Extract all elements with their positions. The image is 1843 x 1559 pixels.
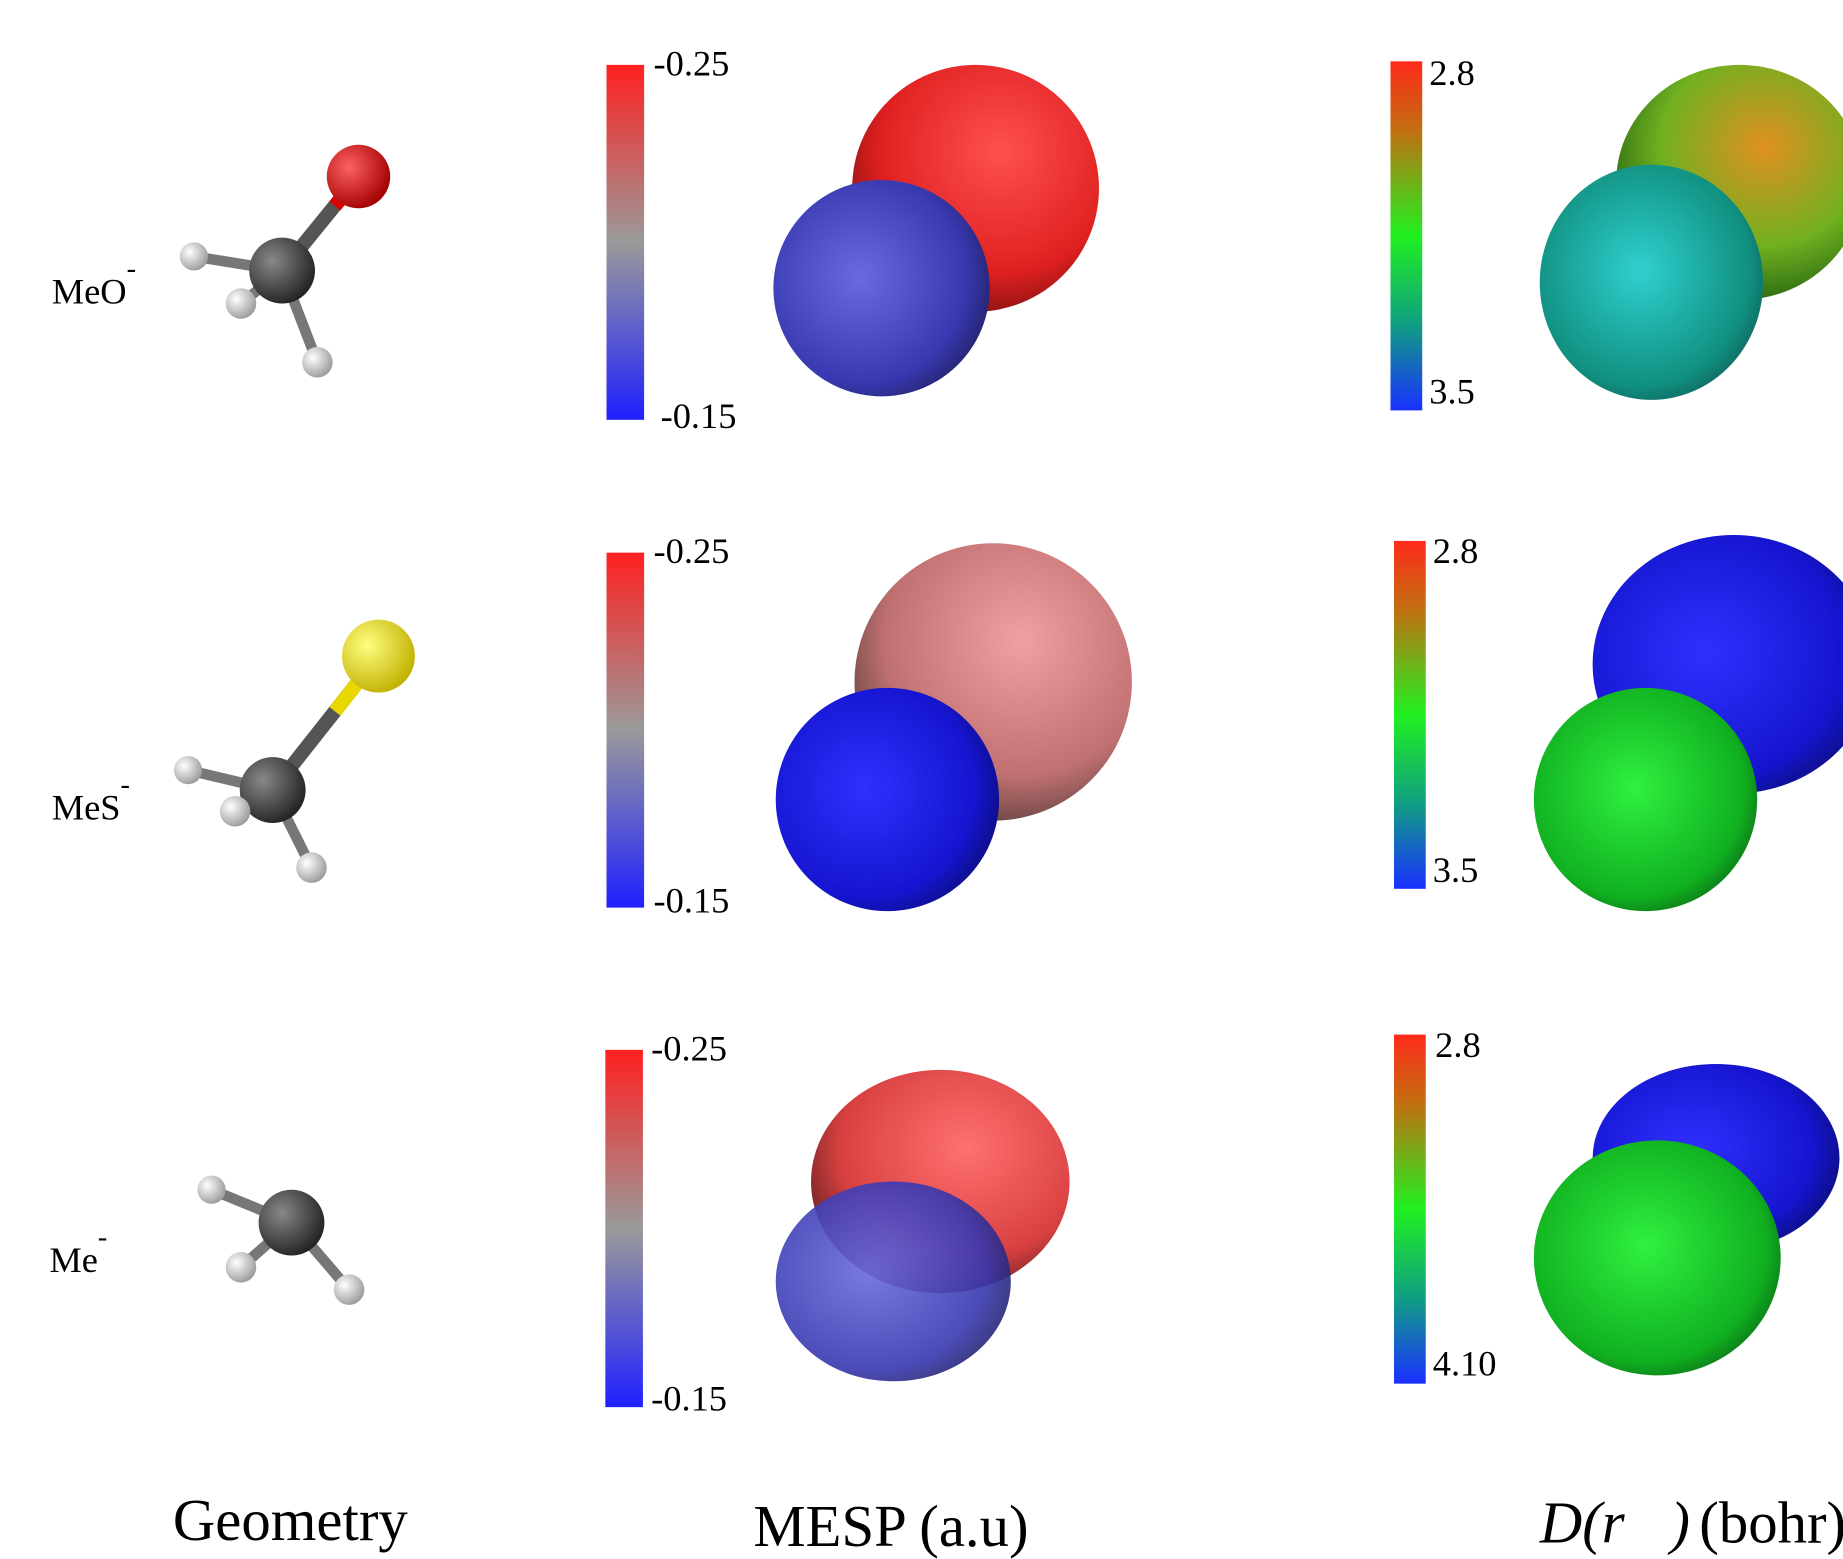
scale-label: -0.25 bbox=[654, 531, 730, 571]
text: MeS bbox=[52, 787, 121, 827]
molecule bbox=[180, 145, 390, 378]
color-bar bbox=[1394, 541, 1426, 889]
text: - bbox=[98, 1222, 107, 1253]
color-bar bbox=[606, 553, 644, 908]
molecule bbox=[197, 1176, 364, 1305]
text: - bbox=[121, 770, 130, 801]
figure: MeO- -0.25 -0.15 2.8 3.5 MeS- bbox=[0, 0, 1843, 1559]
scale-label: 3.5 bbox=[1433, 850, 1479, 890]
scale-label: 3.5 bbox=[1429, 371, 1475, 411]
color-bar bbox=[606, 65, 644, 420]
d-surface bbox=[1534, 535, 1843, 911]
row: Me- -0.25 -0.15 2.8 4.10 bbox=[49, 1025, 1839, 1419]
scale-label: 4.10 bbox=[1433, 1343, 1497, 1383]
row: MeO- -0.25 -0.15 2.8 3.5 bbox=[52, 43, 1843, 436]
scale-label: 2.8 bbox=[1429, 53, 1475, 93]
molecule bbox=[174, 620, 415, 883]
scale-label: 2.8 bbox=[1433, 531, 1479, 571]
text: (bohr) bbox=[1699, 1490, 1843, 1555]
d-surface bbox=[1540, 65, 1843, 400]
text: - bbox=[127, 254, 136, 285]
color-bar bbox=[1394, 1035, 1426, 1384]
text: MeO bbox=[52, 271, 127, 311]
row-label: MeS- bbox=[52, 770, 130, 828]
mesp-surface bbox=[776, 1070, 1070, 1381]
color-bar bbox=[1390, 61, 1422, 410]
scale-label: -0.15 bbox=[661, 396, 737, 436]
column-title: MESP (a.u) bbox=[753, 1494, 1028, 1559]
d-surface bbox=[1534, 1064, 1840, 1375]
row-label: MeO- bbox=[52, 254, 136, 312]
column-title: Geometry bbox=[173, 1488, 409, 1553]
mesp-surface bbox=[776, 543, 1132, 911]
row: MeS- -0.25 -0.15 2.8 3.5 bbox=[52, 531, 1843, 920]
text: Me bbox=[49, 1240, 98, 1280]
scale-label: -0.25 bbox=[651, 1028, 727, 1068]
text: D bbox=[1539, 1490, 1582, 1555]
mesp-surface bbox=[773, 65, 1099, 396]
scale-label: 2.8 bbox=[1435, 1025, 1481, 1065]
row-label: Me- bbox=[49, 1222, 107, 1280]
scale-label: -0.25 bbox=[654, 43, 730, 83]
color-bar bbox=[605, 1050, 643, 1407]
column-title: D(r⃗)(bohr) bbox=[1539, 1490, 1843, 1555]
scale-label: -0.15 bbox=[651, 1379, 727, 1419]
text: (r⃗) bbox=[1582, 1490, 1690, 1555]
scale-label: -0.15 bbox=[654, 880, 730, 920]
